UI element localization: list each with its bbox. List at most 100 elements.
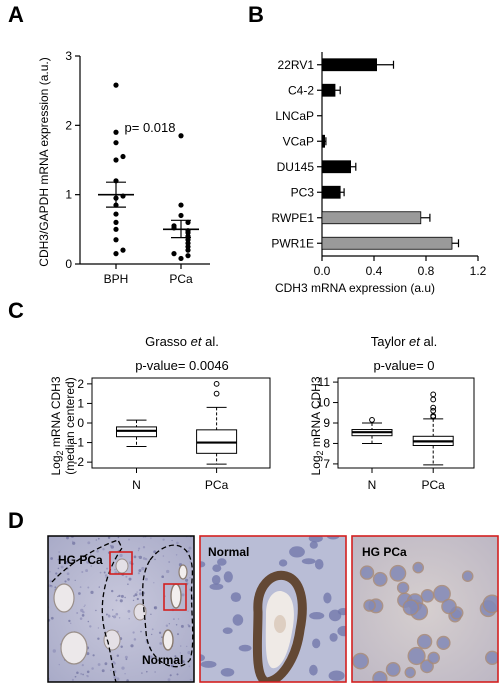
grasso-x-label-0: N <box>132 478 141 492</box>
tissue-speckle <box>65 560 69 564</box>
panel-a-point-1-2 <box>171 251 177 257</box>
tissue-speckle <box>137 572 140 575</box>
tissue-speckle <box>181 660 185 664</box>
tissue-speckle <box>176 673 179 676</box>
tissue-speckle <box>126 679 129 682</box>
tissue-speckle <box>86 652 90 656</box>
panel-a-point-1-1 <box>185 253 191 259</box>
tissue-speckle <box>54 586 57 589</box>
tissue-speckle <box>142 546 146 549</box>
tumor-nucleus <box>482 594 498 614</box>
tissue-speckle <box>151 628 154 631</box>
tissue-speckle <box>158 631 162 634</box>
panel-b-x-axis-label: CDH3 mRNA expression (a.u) <box>275 281 435 295</box>
taylor-title: Taylor et al. <box>371 334 437 349</box>
panel-letter-b: B <box>248 2 264 27</box>
tissue-speckle <box>81 663 84 667</box>
panel-a-point-0-1 <box>120 247 126 253</box>
panel-a-y-tick-label-2: 2 <box>65 118 72 132</box>
tissue-speckle <box>112 661 115 664</box>
panel-b-bar-4 <box>321 160 352 174</box>
tumor-nucleus <box>396 581 410 594</box>
grasso-y-tick-label-0: 2 <box>77 377 84 391</box>
tissue-speckle <box>114 568 116 571</box>
tissue-speckle <box>105 613 108 616</box>
tissue-speckle <box>113 670 117 673</box>
taylor-outlier-1-4 <box>430 396 437 403</box>
tissue-speckle <box>76 612 79 614</box>
tissue-speckle <box>124 596 126 599</box>
panel-a-point-1-13 <box>178 212 184 219</box>
panel-b-bar-1 <box>321 83 336 97</box>
panel-b-x-tick-label-3: 1.2 <box>470 264 487 278</box>
taylor-outlier-0-0 <box>369 417 375 423</box>
tumor-nucleus <box>436 635 451 651</box>
tissue-speckle <box>98 586 100 588</box>
tissue-speckle <box>86 560 90 564</box>
tissue-speckle <box>175 554 178 556</box>
panel-b-y-label-6: RWPE1 <box>272 211 315 225</box>
panel-b-y-label-5: PC3 <box>291 185 315 199</box>
tissue-speckle <box>80 672 83 675</box>
tissue-speckle <box>133 638 137 641</box>
tissue-speckle <box>124 655 128 659</box>
tissue-speckle <box>50 616 54 620</box>
tissue-speckle <box>141 672 143 674</box>
tumor-nucleus <box>485 650 498 665</box>
panel-b-x-tick-label-1: 0.4 <box>366 264 383 278</box>
stromal-nucleus <box>217 558 227 566</box>
overview-micrograph <box>48 536 194 682</box>
tissue-speckle <box>74 675 77 678</box>
tissue-speckle <box>91 667 94 670</box>
stromal-nucleus <box>309 664 318 676</box>
tissue-speckle <box>125 658 128 661</box>
panel-letter-d: D <box>8 508 24 533</box>
tissue-speckle <box>108 614 110 616</box>
tissue-speckle <box>137 549 140 552</box>
tissue-speckle <box>171 539 173 542</box>
tissue-speckle <box>95 609 97 612</box>
taylor-y-axis-label: Log2 mRNA CDH3 <box>309 376 325 475</box>
tissue-speckle <box>76 671 79 675</box>
tissue-speckle <box>112 615 114 617</box>
normal-region-outline <box>142 544 194 668</box>
tissue-speckle <box>187 550 190 553</box>
stromal-nucleus <box>232 614 244 626</box>
grasso-y-tick-label-4: -2 <box>73 455 84 469</box>
tumor-nucleus <box>441 598 457 615</box>
panel-b-bar-chart: CDH3 mRNA expression (a.u) 0.0 0.4 0.8 1.2 2… <box>271 52 487 295</box>
tumor-nucleus <box>404 666 416 679</box>
panel-a-point-0-0 <box>113 251 119 257</box>
tissue-speckle <box>189 561 192 563</box>
tissue-speckle <box>189 678 192 681</box>
tissue-speckle <box>140 630 142 633</box>
tissue-speckle <box>132 599 135 602</box>
stromal-nucleus <box>289 546 305 558</box>
grasso-y-axis-label-line2: (median centered) <box>63 377 77 474</box>
tissue-speckle <box>139 589 142 592</box>
tissue-speckle <box>49 571 51 573</box>
stromal-nucleus <box>308 536 323 543</box>
tissue-speckle <box>153 550 157 554</box>
tumor-nucleus <box>420 659 434 674</box>
tissue-speckle <box>99 571 102 574</box>
tissue-speckle <box>150 537 152 539</box>
tumor-nucleus <box>407 646 426 666</box>
tissue-speckle <box>90 590 94 595</box>
tissue-speckle <box>105 576 107 579</box>
tissue-speckle <box>50 584 52 587</box>
panel-b-x-tick-label-0: 0.0 <box>314 264 331 278</box>
tumor-nucleus <box>420 589 435 603</box>
panel-a-point-0-13 <box>113 129 119 135</box>
panel-b-bar-5 <box>321 185 341 199</box>
panel-a-point-0-4 <box>113 219 119 225</box>
stromal-nucleus <box>312 638 321 649</box>
panel-b-bar-3 <box>321 134 325 148</box>
tissue-speckle <box>143 662 145 665</box>
stromal-nucleus <box>223 571 233 583</box>
tissue-speckle <box>154 671 156 673</box>
tissue-speckle <box>177 633 179 636</box>
stromal-nucleus <box>212 564 222 572</box>
tissue-speckle <box>113 615 117 619</box>
